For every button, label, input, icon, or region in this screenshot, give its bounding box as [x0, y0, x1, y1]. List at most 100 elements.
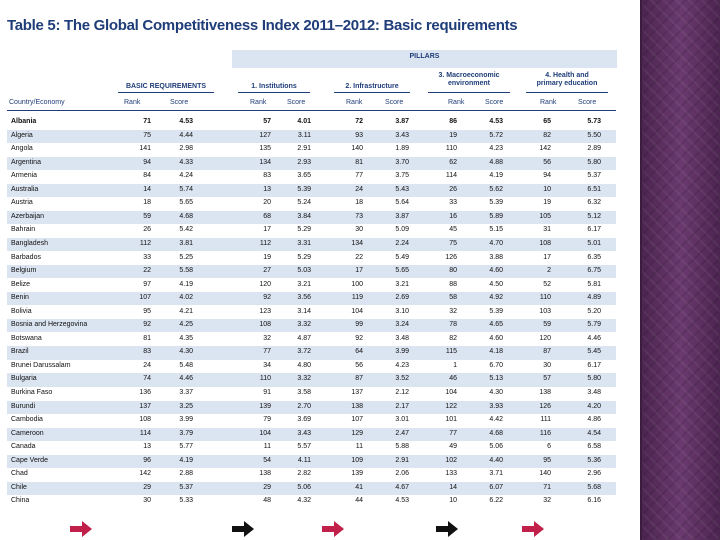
cell-in-rank: 123: [259, 307, 271, 315]
cell-if-rank: 22: [355, 253, 363, 261]
cell-in-score: 4.80: [297, 361, 311, 369]
cell-if-rank: 109: [351, 456, 363, 464]
cell-if-score: 4.23: [395, 361, 409, 369]
cell-country: Bulgaria: [11, 375, 37, 383]
cell-in-rank: 57: [263, 118, 271, 125]
cell-country: Angola: [11, 145, 33, 153]
table-row: Chad 142 2.88 138 2.82 139 2.06 133 3.71 140 2.96: [7, 468, 616, 481]
cell-br-rank: 30: [143, 497, 151, 505]
cell-if-rank: 119: [351, 294, 363, 302]
cell-me-score: 5.89: [489, 212, 503, 220]
cell-he-rank: 105: [539, 212, 551, 220]
cell-br-score: 4.02: [179, 294, 193, 302]
cell-he-score: 5.81: [587, 280, 601, 288]
sidebar-border: [640, 0, 642, 540]
cell-me-score: 4.42: [489, 416, 503, 424]
cell-country: Bolivia: [11, 307, 32, 315]
cell-br-rank: 13: [143, 443, 151, 451]
col-me-rank: Rank: [448, 99, 465, 106]
cell-he-score: 5.68: [587, 483, 601, 491]
cell-br-rank: 141: [139, 145, 151, 153]
cell-country: Australia: [11, 185, 39, 193]
cell-in-rank: 92: [263, 294, 271, 302]
cell-country: Algeria: [11, 131, 33, 139]
cell-country: Burkina Faso: [11, 389, 53, 396]
cell-if-rank: 41: [355, 483, 363, 491]
group-macroeconomic-line1: 3. Macroeconomic: [438, 72, 500, 79]
cell-he-rank: 82: [543, 131, 551, 139]
page-title: Table 5: The Global Competitiveness Inde…: [7, 17, 518, 34]
cell-he-rank: 52: [543, 280, 551, 288]
cell-me-rank: 32: [449, 307, 457, 315]
cell-he-rank: 17: [543, 253, 551, 261]
cell-me-score: 5.72: [489, 131, 503, 139]
group-health-education: 4. Health and primary education: [526, 72, 608, 88]
cell-he-score: 6.16: [587, 497, 601, 505]
table-row: Belgium 22 5.58 27 5.03 17 5.65 80 4.60 2 6.75: [7, 265, 616, 279]
cell-he-rank: 94: [543, 172, 551, 180]
table-row: Brazil 83 4.30 77 3.72 64 3.99 115 4.18 87 5.45: [7, 346, 616, 360]
arrow-right-black-icon: [436, 521, 458, 537]
cell-in-score: 4.01: [297, 118, 311, 125]
cell-me-score: 4.40: [489, 456, 503, 464]
cell-in-score: 5.29: [297, 253, 311, 261]
decorative-sidebar: [642, 0, 720, 540]
cell-me-score: 3.71: [489, 470, 503, 478]
cell-if-score: 3.24: [395, 321, 409, 329]
cell-br-rank: 108: [139, 416, 151, 424]
cell-he-rank: 71: [543, 483, 551, 491]
group-rule: [428, 92, 510, 93]
cell-br-rank: 84: [143, 172, 151, 180]
cell-he-rank: 142: [539, 145, 551, 153]
cell-if-score: 5.65: [395, 267, 409, 275]
group-institutions: 1. Institutions: [251, 83, 297, 90]
cell-he-score: 6.75: [587, 267, 601, 275]
cell-he-rank: 32: [543, 497, 551, 505]
cell-br-score: 4.21: [179, 307, 193, 315]
cell-br-rank: 107: [139, 294, 151, 302]
cell-if-score: 2.24: [395, 239, 409, 247]
cell-if-rank: 17: [355, 267, 363, 275]
header-rule: [7, 110, 616, 111]
cell-he-score: 3.48: [587, 389, 601, 396]
cell-he-rank: 10: [543, 185, 551, 193]
cell-br-score: 3.81: [179, 239, 193, 247]
group-macroeconomic-line2: environment: [447, 80, 490, 87]
group-rule: [526, 92, 608, 93]
cell-me-rank: 88: [449, 280, 457, 288]
cell-if-rank: 104: [351, 307, 363, 315]
cell-if-score: 3.21: [395, 280, 409, 288]
cell-br-rank: 94: [143, 158, 151, 166]
cell-me-rank: 133: [445, 470, 457, 478]
cell-me-rank: 14: [449, 483, 457, 491]
cell-if-score: 5.49: [395, 253, 409, 261]
cell-in-score: 3.65: [297, 172, 311, 180]
cell-me-rank: 115: [445, 348, 457, 356]
cell-in-score: 5.29: [297, 226, 311, 234]
cell-in-rank: 19: [263, 253, 271, 261]
table-row: Austria 18 5.65 20 5.24 18 5.64 33 5.39 19 6.32: [7, 197, 616, 210]
cell-he-score: 4.89: [587, 294, 601, 302]
cell-me-rank: 86: [449, 118, 457, 125]
cell-me-score: 4.18: [489, 348, 503, 356]
cell-in-score: 3.56: [297, 294, 311, 302]
cell-me-score: 4.70: [489, 239, 503, 247]
cell-in-score: 3.58: [297, 389, 311, 396]
cell-if-score: 2.47: [395, 429, 409, 437]
cell-in-score: 3.14: [297, 307, 311, 315]
cell-country: Bangladesh: [11, 239, 48, 247]
cell-br-rank: 75: [143, 131, 151, 139]
cell-in-score: 2.82: [297, 470, 311, 478]
col-br-score: Score: [170, 99, 189, 106]
cell-if-rank: 64: [355, 348, 363, 356]
cell-br-score: 2.88: [179, 470, 193, 478]
group-rule: [334, 92, 410, 93]
cell-if-rank: 24: [355, 185, 363, 193]
cell-if-rank: 81: [355, 158, 363, 166]
cell-br-rank: 97: [143, 280, 151, 288]
cell-country: Austria: [11, 199, 33, 207]
cell-if-score: 5.09: [395, 226, 409, 234]
cell-he-rank: 2: [547, 267, 551, 275]
cell-he-rank: 103: [539, 307, 551, 315]
cell-if-rank: 93: [355, 131, 363, 139]
